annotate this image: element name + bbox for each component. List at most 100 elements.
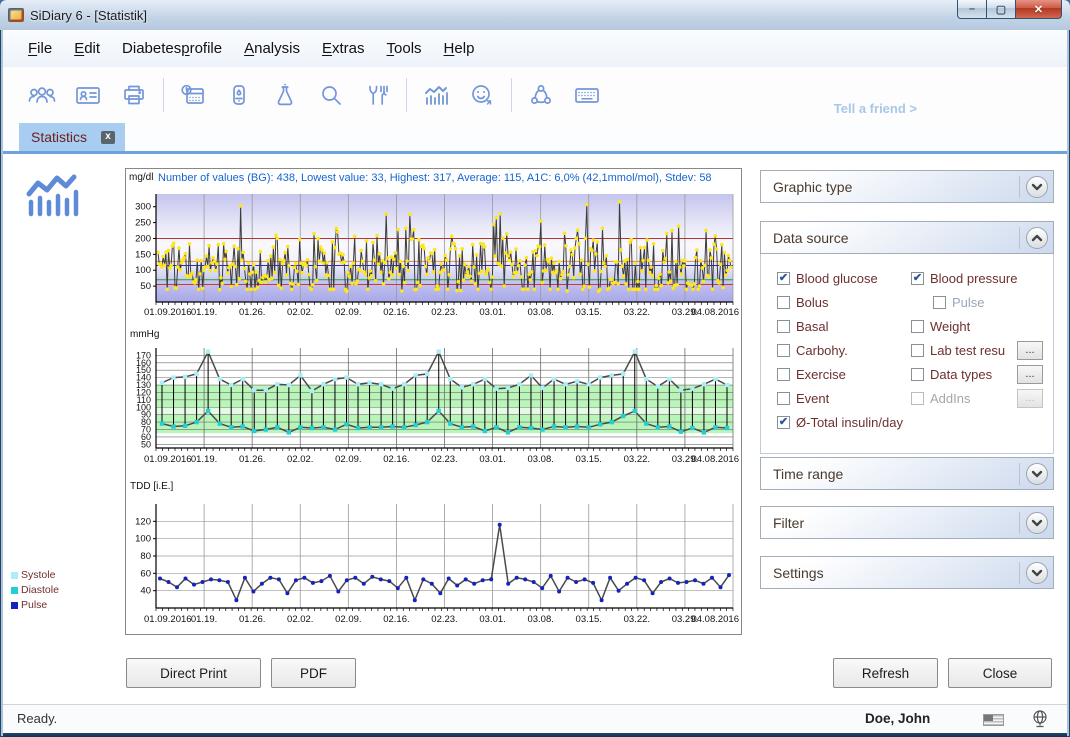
title-bar[interactable]: SiDiary 6 - [Statistik] – ▢ ✕	[0, 0, 1070, 30]
checkbox-weight[interactable]	[911, 319, 924, 333]
checkbox-label: Exercise	[796, 366, 846, 382]
svg-text:03.29.: 03.29.	[672, 614, 698, 625]
checkbox--total-insulin-day[interactable]: ✔	[777, 415, 790, 429]
legend-label: Systole	[21, 569, 56, 581]
checkbox-label: Bolus	[796, 294, 829, 310]
svg-text:03.08.: 03.08.	[527, 454, 553, 465]
svg-text:02.09.: 02.09.	[335, 614, 361, 625]
svg-text:02.02.: 02.02.	[287, 454, 313, 465]
checkbox-blood-glucose[interactable]: ✔	[777, 271, 790, 285]
contact-card-icon[interactable]	[65, 75, 111, 115]
menu-item-analysis[interactable]: Analysis	[244, 39, 300, 57]
statistics-icon[interactable]	[413, 75, 459, 115]
users-icon[interactable]	[19, 75, 65, 115]
checkbox-row: ✔ Blood glucose	[777, 266, 911, 290]
chevron-down-icon[interactable]	[1026, 511, 1048, 534]
checkbox-carbohy-[interactable]	[777, 343, 790, 357]
svg-text:100: 100	[136, 402, 151, 412]
smiley-export-icon[interactable]	[459, 75, 505, 115]
tell-a-friend-link[interactable]: Tell a friend >	[833, 101, 917, 116]
svg-text:02.16.: 02.16.	[383, 454, 409, 465]
menu-item-edit[interactable]: Edit	[74, 39, 101, 57]
checkbox-bolus[interactable]	[777, 295, 790, 309]
svg-text:03.22.: 03.22.	[624, 454, 650, 465]
menu-item-tools[interactable]: Tools	[386, 39, 422, 57]
minimize-button[interactable]: –	[957, 0, 987, 19]
nutrition-icon[interactable]	[354, 75, 400, 115]
chevron-up-icon[interactable]	[1026, 226, 1048, 249]
checkbox-row: Weight	[911, 314, 1045, 338]
checkbox-row: Event	[777, 386, 911, 410]
svg-text:70: 70	[141, 424, 151, 434]
svg-text:03.22.: 03.22.	[624, 307, 650, 318]
section-header-filter[interactable]: Filter	[760, 506, 1054, 539]
section-header-time-range[interactable]: Time range	[760, 457, 1054, 490]
section-label: Graphic type	[773, 178, 853, 195]
direct-print-button[interactable]: Direct Print	[126, 658, 261, 688]
menu-item-help[interactable]: Help	[443, 39, 475, 57]
checkbox-label: Weight	[930, 318, 971, 334]
checkbox-row: Bolus	[777, 290, 911, 314]
legend-item: Diastole	[11, 584, 59, 596]
checkbox-data-types[interactable]	[911, 367, 924, 381]
close-window-button[interactable]: ✕	[1016, 0, 1062, 19]
checkbox-exercise[interactable]	[777, 367, 790, 381]
checkbox-event[interactable]	[777, 391, 790, 405]
checkbox-blood-pressure[interactable]: ✔	[911, 271, 924, 285]
bg-unit-label: mg/dl	[129, 172, 154, 183]
more-options-button[interactable]: ...	[1017, 364, 1043, 384]
blood-pressure-legend: Systole Diastole Pulse	[11, 569, 59, 614]
chevron-down-icon[interactable]	[1026, 462, 1048, 485]
section-header-graphic-type[interactable]: Graphic type	[760, 170, 1054, 203]
chevron-down-icon[interactable]	[1026, 561, 1048, 584]
section-label: Settings	[773, 564, 824, 581]
svg-text:04.08.2016: 04.08.2016	[691, 307, 739, 318]
checkbox-basal[interactable]	[777, 319, 790, 333]
pdf-button[interactable]: PDF	[271, 658, 356, 688]
menu-item-extras[interactable]: Extras	[321, 39, 365, 57]
glucose-meter-icon[interactable]	[216, 75, 262, 115]
share-icon[interactable]	[518, 75, 564, 115]
svg-text:02.16.: 02.16.	[383, 307, 409, 318]
menu-item-diabetesprofile[interactable]: Diabetesprofile	[122, 39, 223, 57]
lab-flask-icon[interactable]	[262, 75, 308, 115]
section-header-data-source[interactable]: Data source	[760, 221, 1054, 254]
checkbox-row: Carbohy.	[777, 338, 911, 362]
refresh-button[interactable]: Refresh	[833, 658, 938, 688]
tab-close-icon[interactable]: x	[101, 130, 116, 144]
keyboard-icon[interactable]	[564, 75, 610, 115]
svg-text:01.26.: 01.26.	[239, 614, 265, 625]
svg-text:150: 150	[136, 365, 151, 375]
statistics-page-icon	[23, 168, 83, 223]
printer-icon[interactable]	[111, 75, 157, 115]
chevron-down-icon[interactable]	[1026, 175, 1048, 198]
svg-text:02.23.: 02.23.	[431, 307, 457, 318]
legend-swatch	[11, 601, 18, 609]
bp-unit-label: mmHg	[130, 329, 160, 340]
checkbox-label: Event	[796, 390, 830, 406]
checkbox-row: AddIns...	[911, 386, 1045, 410]
maximize-button[interactable]: ▢	[987, 0, 1016, 19]
tab-statistics[interactable]: Statistics x	[19, 123, 126, 151]
svg-text:01.09.2016: 01.09.2016	[144, 454, 192, 465]
svg-text:80: 80	[141, 417, 151, 427]
section-label: Time range	[773, 465, 844, 482]
section-settings: Settings	[760, 556, 1054, 589]
svg-text:02.16.: 02.16.	[383, 614, 409, 625]
checkbox-pulse[interactable]	[933, 295, 946, 309]
calendar-clock-icon[interactable]	[170, 75, 216, 115]
checkbox-label: AddIns	[930, 390, 971, 406]
close-button[interactable]: Close	[948, 658, 1052, 688]
blood-pressure-chart: 50 60 70 80 90 100 110 120 130 140 150 160 170 01.09.…	[128, 344, 739, 477]
checkbox-row: Pulse	[911, 290, 1045, 314]
section-graphic-type: Graphic type	[760, 170, 1054, 203]
svg-text:140: 140	[136, 373, 151, 383]
svg-text:200: 200	[135, 233, 151, 244]
checkbox-lab-test-resu[interactable]	[911, 343, 924, 357]
section-header-settings[interactable]: Settings	[760, 556, 1054, 589]
svg-text:80: 80	[140, 551, 151, 562]
more-options-button[interactable]: ...	[1017, 340, 1043, 360]
menu-item-file[interactable]: File	[28, 39, 53, 57]
svg-text:03.01.: 03.01.	[479, 307, 505, 318]
search-icon[interactable]	[308, 75, 354, 115]
